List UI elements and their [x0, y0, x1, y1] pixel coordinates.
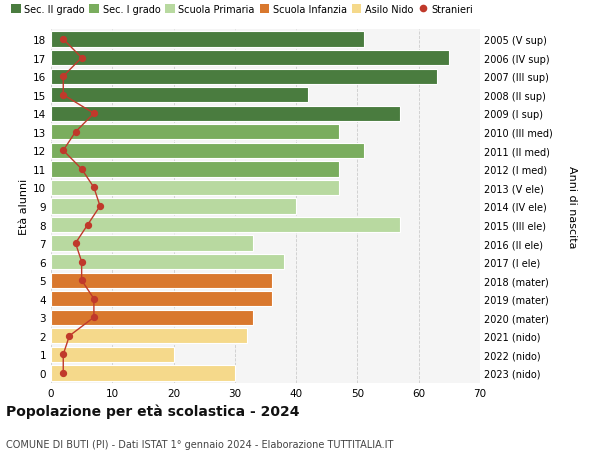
Bar — [51, 218, 400, 233]
Bar — [51, 125, 339, 140]
Bar — [51, 88, 308, 103]
Point — [77, 55, 86, 62]
Point — [58, 147, 68, 155]
Point — [89, 314, 99, 321]
Bar — [51, 236, 253, 251]
Point — [83, 221, 92, 229]
Point — [58, 351, 68, 358]
Bar — [51, 180, 339, 196]
Point — [89, 110, 99, 118]
Bar — [51, 310, 253, 325]
Point — [71, 240, 80, 247]
Bar — [51, 347, 173, 362]
Bar — [51, 365, 235, 381]
Bar — [51, 144, 364, 159]
Y-axis label: Età alunni: Età alunni — [19, 179, 29, 235]
Point — [89, 185, 99, 192]
Bar — [51, 69, 437, 84]
Point — [77, 277, 86, 284]
Bar — [51, 51, 449, 66]
Point — [58, 369, 68, 377]
Point — [77, 258, 86, 266]
Bar — [51, 254, 284, 269]
Bar — [51, 199, 296, 214]
Point — [58, 36, 68, 44]
Bar — [51, 329, 247, 344]
Point — [65, 332, 74, 340]
Text: Popolazione per età scolastica - 2024: Popolazione per età scolastica - 2024 — [6, 404, 299, 419]
Point — [58, 92, 68, 99]
Bar — [51, 291, 272, 307]
Point — [77, 166, 86, 173]
Legend: Sec. II grado, Sec. I grado, Scuola Primaria, Scuola Infanzia, Asilo Nido, Stran: Sec. II grado, Sec. I grado, Scuola Prim… — [11, 5, 473, 15]
Bar — [51, 273, 272, 288]
Bar — [51, 162, 339, 177]
Bar — [51, 33, 364, 48]
Point — [58, 73, 68, 81]
Point — [95, 203, 105, 210]
Point — [71, 129, 80, 136]
Point — [89, 296, 99, 303]
Bar — [51, 106, 400, 122]
Y-axis label: Anni di nascita: Anni di nascita — [567, 165, 577, 248]
Text: COMUNE DI BUTI (PI) - Dati ISTAT 1° gennaio 2024 - Elaborazione TUTTITALIA.IT: COMUNE DI BUTI (PI) - Dati ISTAT 1° genn… — [6, 440, 394, 449]
